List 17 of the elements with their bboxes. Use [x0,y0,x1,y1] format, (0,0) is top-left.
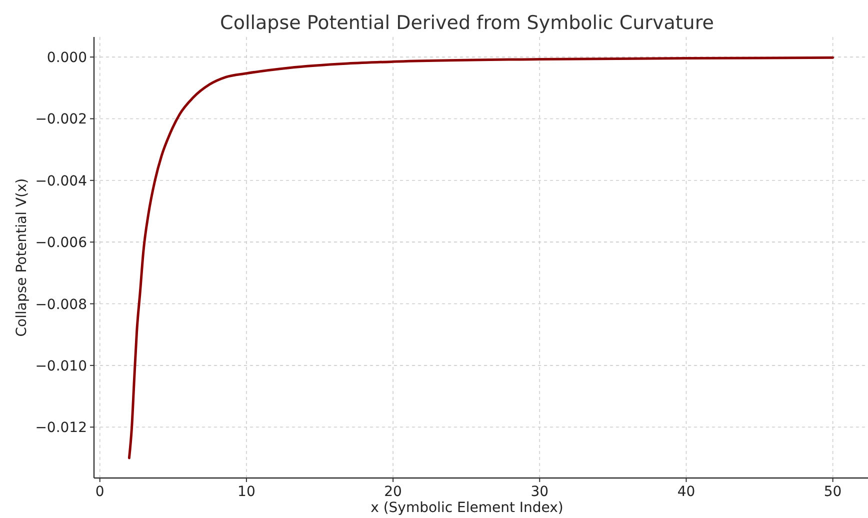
y-axis-title: Collapse Potential V(x) [14,178,30,337]
chart-title: Collapse Potential Derived from Symbolic Curvature [220,12,714,34]
y-tick-label: −0.008 [35,296,87,313]
line-series [128,56,834,460]
x-axis-title: x (Symbolic Element Index) [370,500,564,516]
y-tick-label: −0.012 [35,420,87,436]
y-tick-label: −0.010 [35,358,87,374]
y-tick-label: −0.002 [35,112,87,128]
x-tick-label: 0 [95,484,104,500]
x-tick-label: 40 [677,484,696,500]
x-tick-label: 20 [384,484,402,500]
x-tick-label: 30 [530,484,549,500]
y-tick-label: −0.004 [35,173,88,190]
y-tick-label: 0.000 [46,50,87,66]
y-tick-label: −0.006 [35,235,88,252]
x-tick-label: 10 [238,484,256,500]
x-tick-label: 50 [824,484,842,500]
